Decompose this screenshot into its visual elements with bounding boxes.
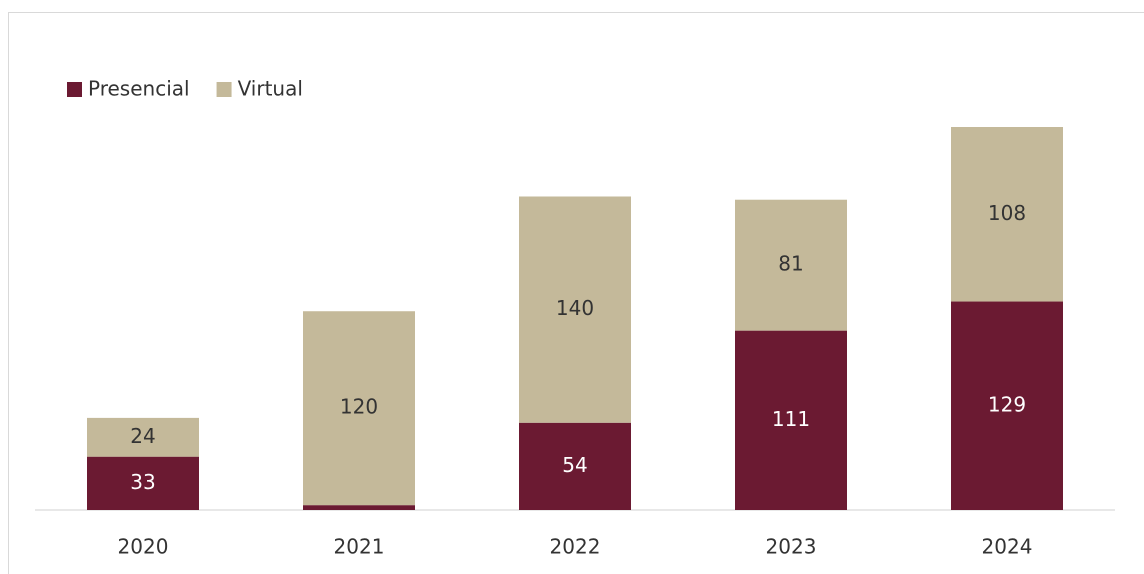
legend-swatch (216, 82, 232, 97)
data-label: 140 (556, 296, 594, 320)
data-label: 120 (340, 395, 378, 419)
data-label: 81 (778, 252, 803, 276)
data-label: 54 (562, 453, 587, 477)
bar-segment (87, 417, 199, 457)
data-label: 108 (988, 201, 1026, 225)
bar-segment (87, 456, 199, 510)
legend-swatch (67, 82, 82, 97)
bar-segment (303, 311, 415, 506)
legend-label: Presencial (88, 77, 190, 101)
x-tick-label: 2020 (118, 535, 169, 559)
bar-segment (735, 199, 847, 331)
legend-label: Virtual (238, 77, 303, 101)
bar-segment (951, 301, 1063, 510)
x-tick-label: 2024 (982, 535, 1033, 559)
data-label: 129 (988, 392, 1026, 416)
x-tick-label: 2022 (550, 535, 601, 559)
x-tick-label: 2021 (334, 535, 385, 559)
data-label: 111 (772, 407, 810, 431)
bar-segment (951, 127, 1063, 302)
data-label: 33 (130, 470, 155, 494)
x-tick-label: 2023 (766, 535, 817, 559)
bar-segment (735, 330, 847, 510)
bar-segment (519, 196, 631, 423)
data-label: 24 (130, 424, 155, 448)
bar-segment (519, 422, 631, 510)
bar-segment (303, 505, 415, 510)
